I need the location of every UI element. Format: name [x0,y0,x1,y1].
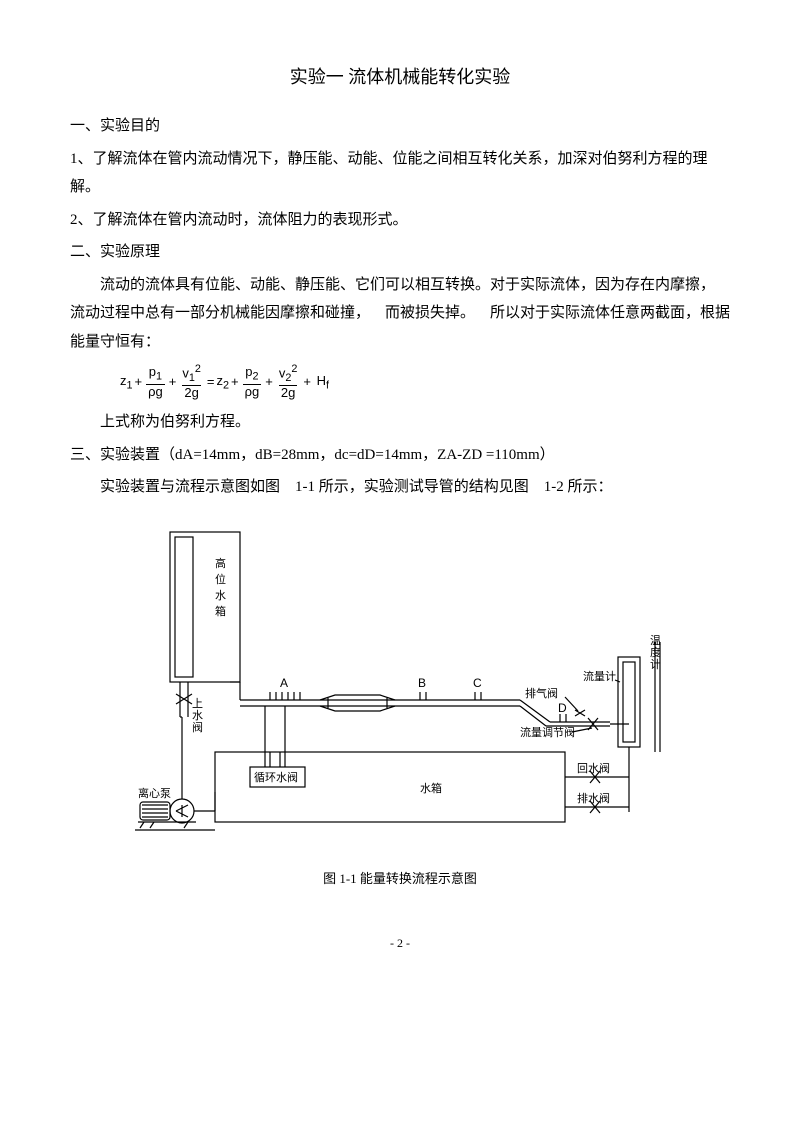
label-C: C [473,676,482,690]
label-thermo: 温度计 [650,634,661,671]
label-cycvalve: 循环水阀 [254,770,298,784]
heading-3: 三、实验装置（dA=14mm，dB=28mm，dc=dD=14mm，ZA-ZD … [70,441,730,470]
label-return: 回水阀 [577,761,610,775]
heading-2: 二、实验原理 [70,238,730,267]
figure-caption: 图 1-1 能量转换流程示意图 [70,867,730,892]
paragraph: 上式称为伯努利方程。 [70,408,730,437]
label-high-tank: 高位水箱 [215,556,226,618]
label-sw-valve: 上水阀 [192,697,203,734]
label-A: A [280,676,288,690]
label-tank: 水箱 [420,781,442,795]
page-number: - 2 - [70,932,730,955]
paragraph: 实验装置与流程示意图如图 1-1 所示，实验测试导管的结构见图 1-2 所示： [70,473,730,502]
paragraph: 流动的流体具有位能、动能、静压能、它们可以相互转换。对于实际流体，因为存在内摩擦… [70,271,730,357]
label-D: D [558,701,567,715]
label-exhaust: 排气阀 [525,686,558,700]
heading-1: 一、实验目的 [70,112,730,141]
label-B: B [418,676,426,690]
label-drain: 排水阀 [577,791,610,805]
label-flowmeter: 流量计 [583,669,616,683]
bernoulli-equation: z1 + p1ρg + v122g = z2 + p2ρg + v222g + … [120,364,730,400]
paragraph: 1、了解流体在管内流动情况下，静压能、动能、位能之间相互转化关系，加深对伯努利方… [70,145,730,202]
label-pump: 离心泵 [138,786,171,800]
apparatus-diagram: 高位水箱 上水阀 离心泵 A [120,522,680,842]
page-title: 实验一 流体机械能转化实验 [70,60,730,94]
paragraph: 2、了解流体在管内流动时，流体阻力的表现形式。 [70,206,730,235]
label-flowvalve: 流量调节阀 [520,725,575,739]
